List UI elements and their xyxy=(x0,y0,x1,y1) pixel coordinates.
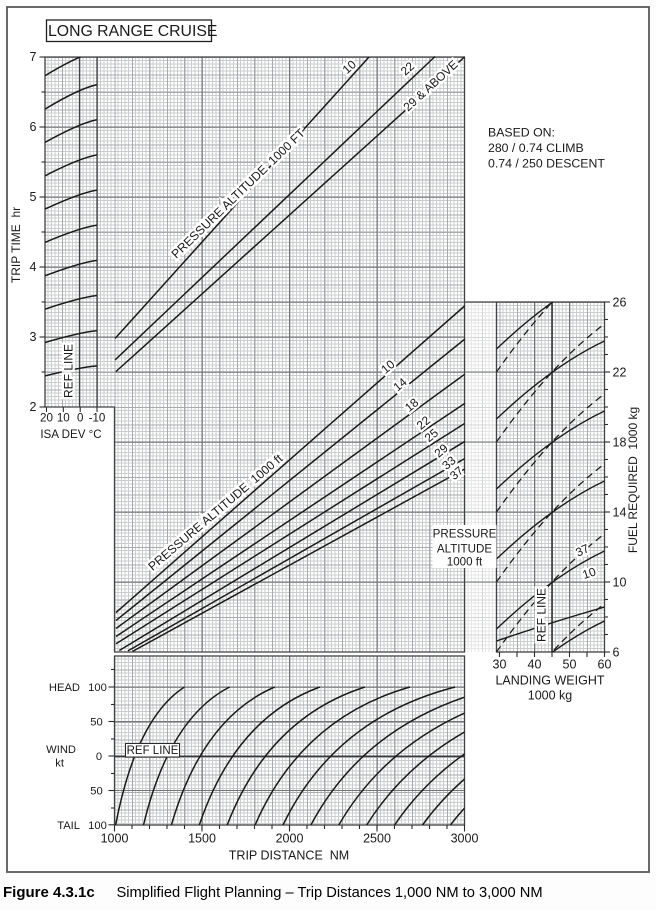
svg-text:PRESSURE: PRESSURE xyxy=(433,528,497,541)
svg-text:REF LINE: REF LINE xyxy=(127,745,179,757)
svg-text:ALTITUDE: ALTITUDE xyxy=(437,543,492,556)
svg-text:18: 18 xyxy=(613,435,627,449)
svg-text:TRIP TIME hr: TRIP TIME hr xyxy=(9,207,23,283)
svg-text:5: 5 xyxy=(30,190,37,204)
svg-text:1000: 1000 xyxy=(101,832,129,846)
svg-text:6: 6 xyxy=(613,645,620,659)
svg-text:Simplified Flight Planning – T: Simplified Flight Planning – Trip Distan… xyxy=(117,885,543,901)
svg-text:100: 100 xyxy=(88,820,107,832)
svg-text:TAIL: TAIL xyxy=(57,820,80,832)
svg-text:10: 10 xyxy=(57,412,70,425)
svg-text:-10: -10 xyxy=(89,412,106,425)
svg-text:WIND: WIND xyxy=(46,744,76,756)
svg-text:3000: 3000 xyxy=(451,832,479,846)
svg-text:280 / 0.74 CLIMB: 280 / 0.74 CLIMB xyxy=(488,141,584,155)
svg-text:30: 30 xyxy=(493,658,507,672)
svg-text:60: 60 xyxy=(598,658,612,672)
svg-text:50: 50 xyxy=(90,786,102,798)
svg-text:50: 50 xyxy=(563,658,577,672)
svg-text:LANDING WEIGHT: LANDING WEIGHT xyxy=(495,674,604,688)
svg-text:ISA DEV °C: ISA DEV °C xyxy=(40,428,101,441)
svg-text:6: 6 xyxy=(30,120,37,134)
svg-text:REF LINE: REF LINE xyxy=(62,344,76,398)
svg-text:22: 22 xyxy=(613,365,627,379)
svg-text:TRIP DISTANCE NM: TRIP DISTANCE NM xyxy=(229,848,349,862)
svg-text:0: 0 xyxy=(77,412,83,425)
svg-text:BASED ON:: BASED ON: xyxy=(488,126,555,140)
svg-text:HEAD: HEAD xyxy=(49,682,80,694)
svg-text:2500: 2500 xyxy=(363,832,391,846)
svg-text:Figure 4.3.1c: Figure 4.3.1c xyxy=(3,884,95,901)
svg-text:100: 100 xyxy=(88,682,107,694)
svg-text:50: 50 xyxy=(90,717,102,729)
svg-text:3: 3 xyxy=(30,330,37,344)
svg-text:26: 26 xyxy=(613,295,627,309)
svg-text:10: 10 xyxy=(613,575,627,589)
svg-text:REF LINE: REF LINE xyxy=(535,588,549,642)
svg-text:40: 40 xyxy=(528,658,542,672)
svg-text:1000 ft: 1000 ft xyxy=(447,556,483,569)
svg-text:4: 4 xyxy=(30,260,37,274)
svg-text:LONG RANGE CRUISE: LONG RANGE CRUISE xyxy=(48,23,217,40)
svg-text:14: 14 xyxy=(613,505,627,519)
svg-text:7: 7 xyxy=(30,50,37,64)
svg-text:FUEL REQUIRED 1000 kg: FUEL REQUIRED 1000 kg xyxy=(626,407,640,553)
svg-text:2000: 2000 xyxy=(276,832,304,846)
svg-text:0: 0 xyxy=(96,751,102,763)
svg-text:20: 20 xyxy=(40,412,53,425)
svg-text:1500: 1500 xyxy=(188,832,216,846)
svg-text:kt: kt xyxy=(55,758,65,770)
svg-text:2: 2 xyxy=(30,400,37,414)
svg-text:1000 kg: 1000 kg xyxy=(528,689,573,703)
svg-text:0.74 / 250 DESCENT: 0.74 / 250 DESCENT xyxy=(488,157,605,171)
